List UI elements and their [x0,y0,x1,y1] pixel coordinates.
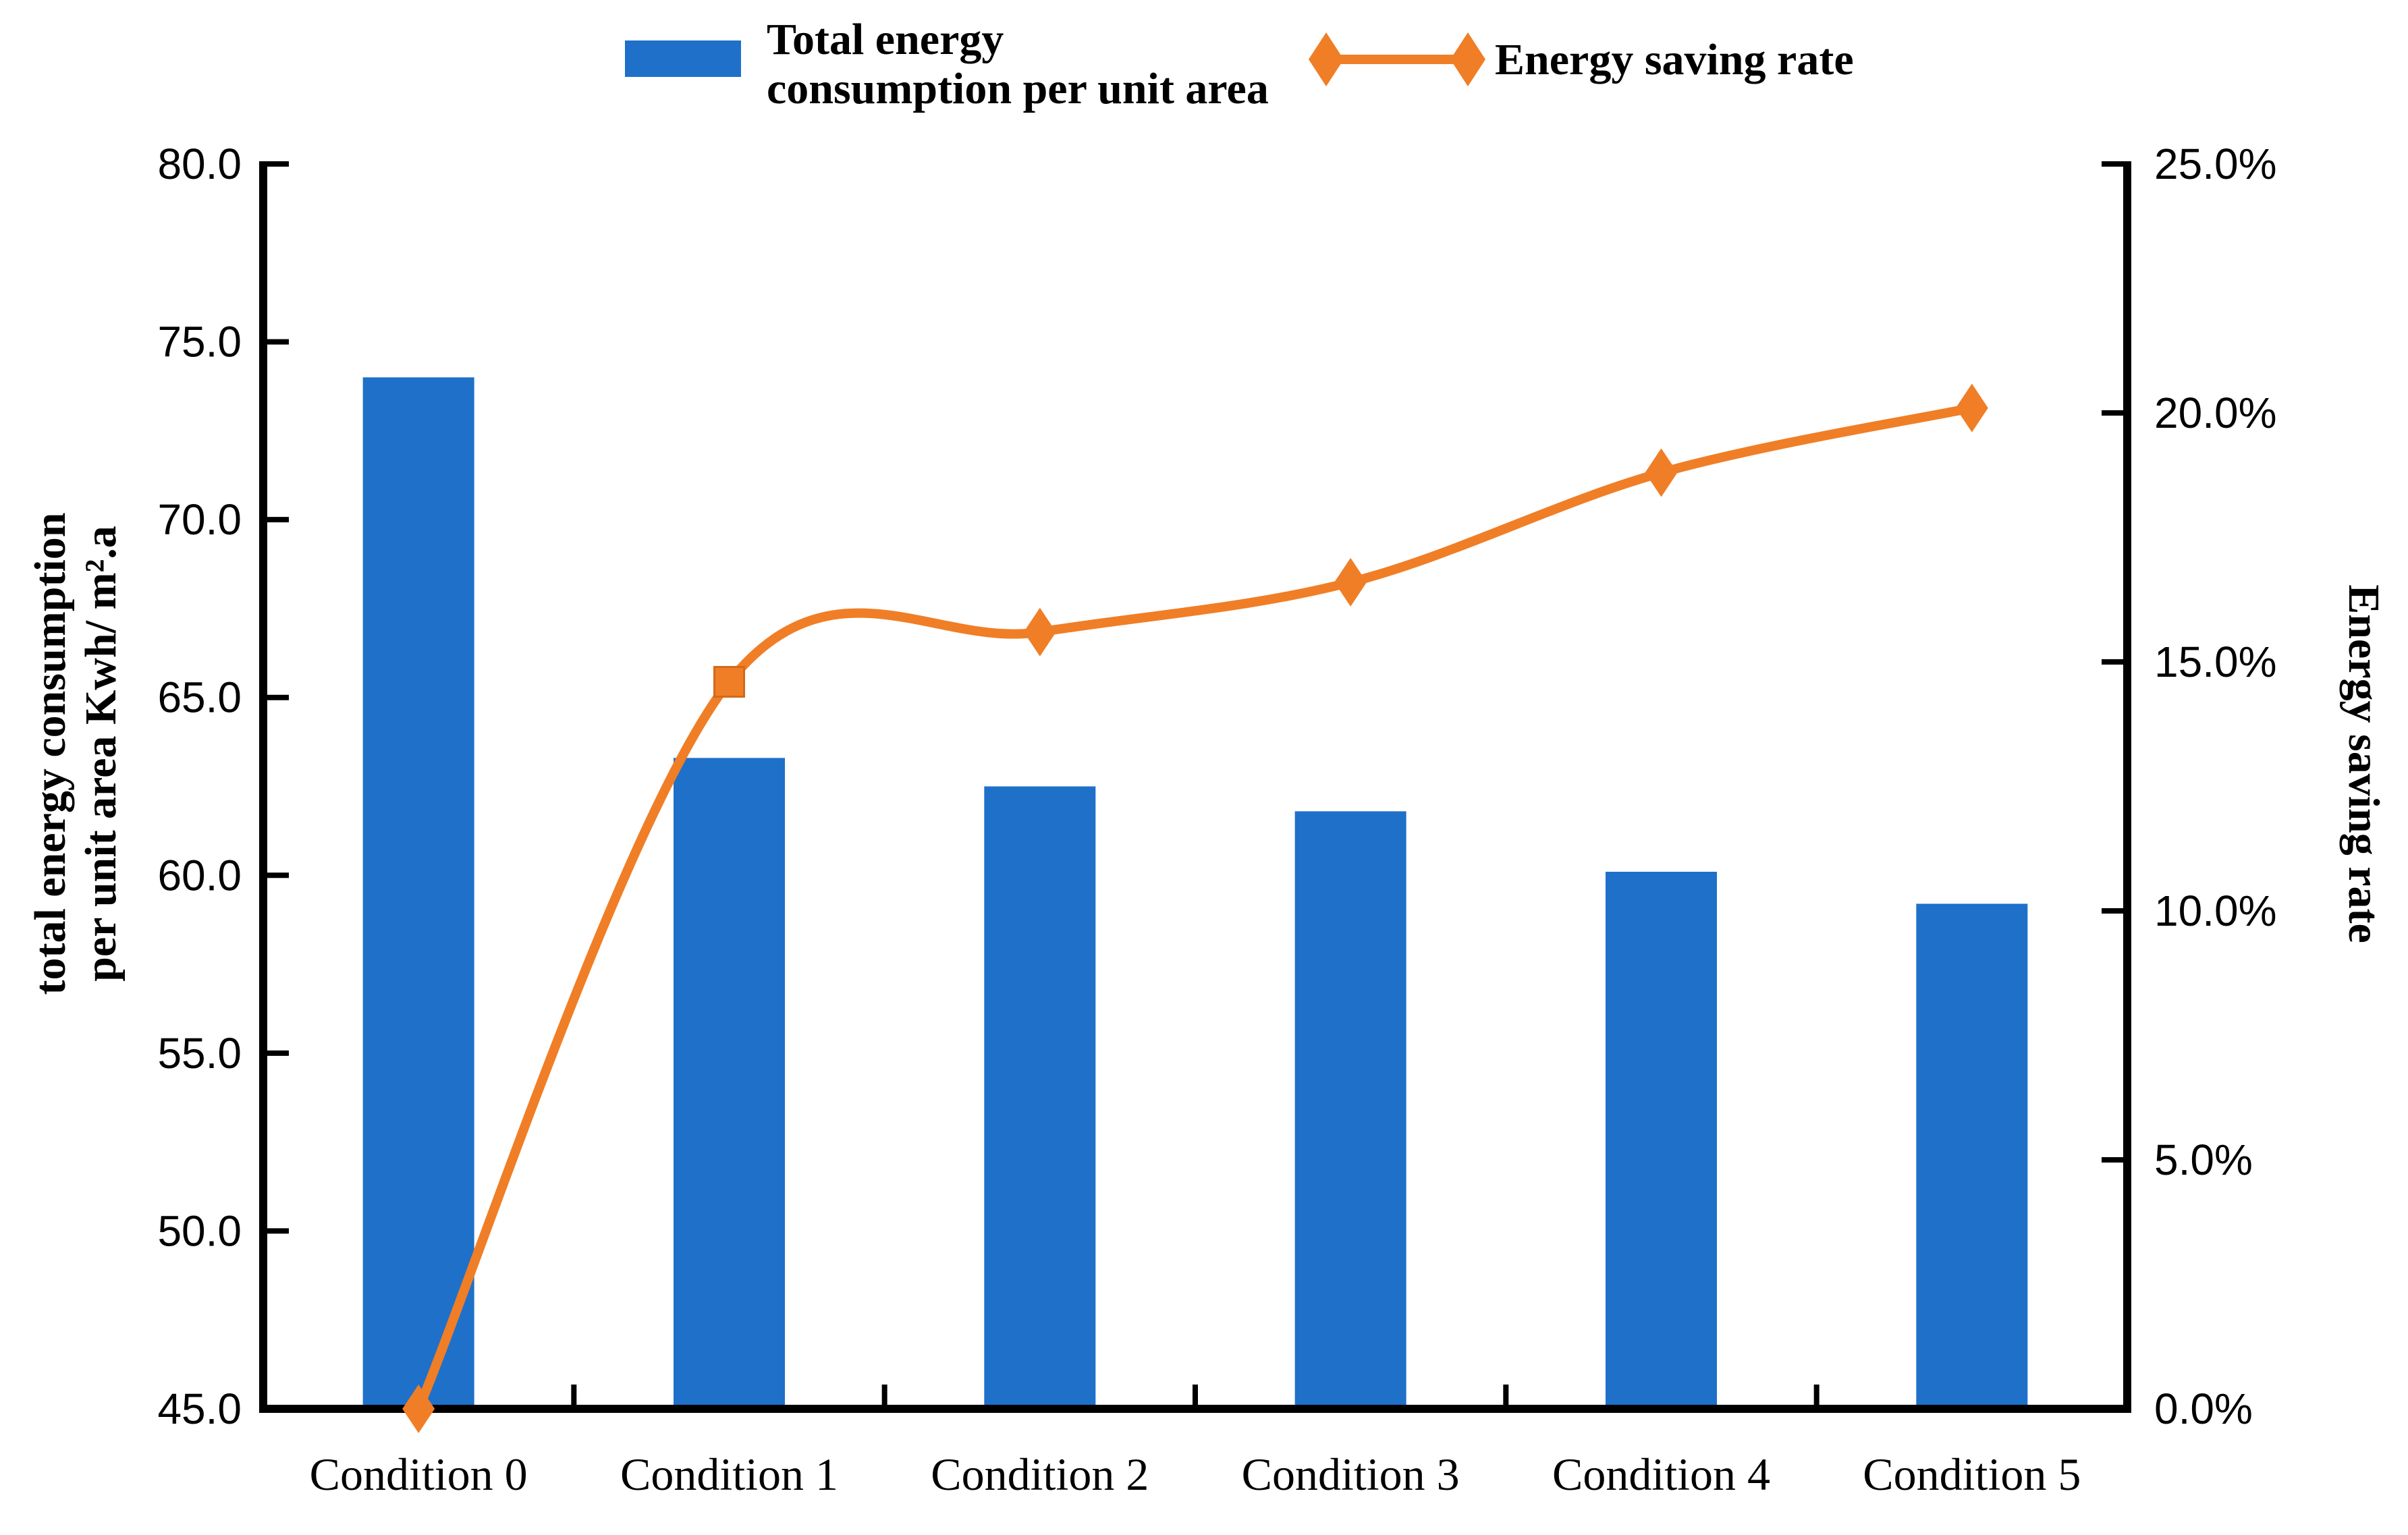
right-axis-tick-label: 25.0% [2154,140,2276,188]
energy-saving-rate-line [414,403,1977,1414]
bar-condition-0 [362,377,474,1410]
x-axis-label-condition-1: Condition 1 [620,1449,838,1500]
left-axis-title: total energy consumption per unit area K… [25,281,126,1226]
left-axis-tick-label: 50.0 [157,1206,242,1255]
line-marker-condition-1 [713,666,745,698]
bar-condition-4 [1606,872,1717,1409]
legend-bar-line1: Total energy [767,15,1004,64]
x-axis-label-condition-4: Condition 4 [1552,1449,1770,1500]
right-axis-tick-label: 15.0% [2154,638,2276,686]
legend-bar-line2: consumption per unit area [767,64,1269,113]
left-axis-tick-label: 45.0 [157,1385,242,1433]
left-axis-title-line2: per unit area Kwh/ m².a [76,526,126,982]
right-axis-tick-label: 5.0% [2154,1136,2253,1184]
x-axis-label-condition-5: Condition 5 [1863,1449,2081,1500]
bar-condition-2 [984,786,1096,1409]
bar-condition-1 [674,758,785,1409]
x-axis-label-condition-3: Condition 3 [1242,1449,1460,1500]
line-series-swatch-icon [1309,32,1485,86]
left-axis-tick-label: 55.0 [157,1029,242,1078]
bar-condition-3 [1294,811,1406,1409]
legend-label-line-series: Energy saving rate [1495,35,1854,84]
legend-label-bar-series: Total energy consumption per unit area [767,15,1374,113]
line-marker-condition-4 [1645,448,1678,497]
right-axis-title: Energy saving rate [2339,584,2388,943]
x-axis-label-condition-2: Condition 2 [931,1449,1149,1500]
right-axis-tick-label: 10.0% [2154,887,2276,935]
line-marker-condition-0 [402,1385,435,1433]
left-axis-tick-label: 75.0 [157,318,242,366]
line-marker-condition-2 [1023,607,1056,657]
left-axis-tick-label: 80.0 [157,140,242,188]
bar-condition-5 [1916,903,2028,1409]
bar-series-swatch-icon [625,40,741,77]
right-axis-tick-label: 0.0% [2154,1385,2253,1433]
left-axis-title-line1: total energy consumption [26,512,75,995]
left-axis-tick-label: 70.0 [157,495,242,544]
line-marker-condition-3 [1334,557,1367,607]
left-axis-tick-label: 60.0 [157,851,242,899]
right-axis-tick-label: 20.0% [2154,389,2276,437]
line-marker-condition-5 [1955,383,1988,432]
left-axis-tick-label: 65.0 [157,673,242,722]
x-axis-label-condition-0: Condition 0 [310,1449,528,1500]
